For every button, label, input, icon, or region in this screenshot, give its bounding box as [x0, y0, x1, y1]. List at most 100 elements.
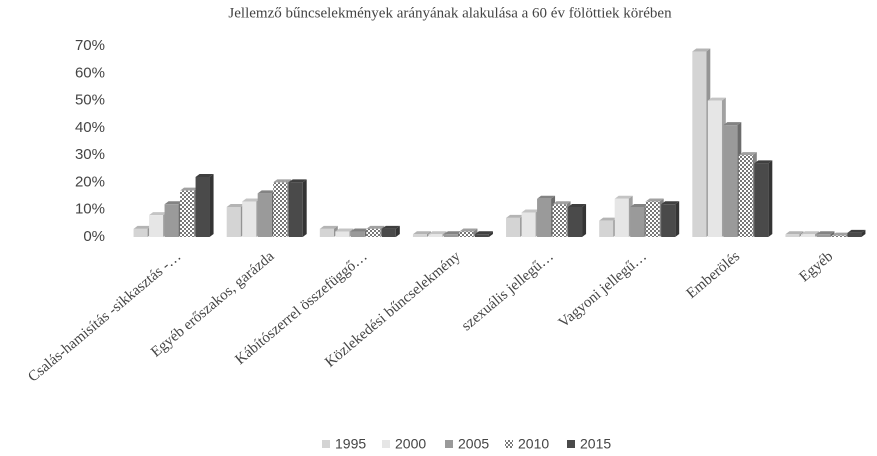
- bar-top: [661, 201, 680, 205]
- bar-top: [242, 198, 261, 202]
- bar: [831, 235, 846, 237]
- bar: [195, 176, 210, 237]
- y-tick-label: 30%: [75, 146, 105, 163]
- bar-top: [568, 203, 587, 207]
- bar: [474, 234, 489, 237]
- bar: [149, 215, 164, 237]
- bar-top: [614, 195, 633, 199]
- bar: [319, 228, 334, 237]
- legend-label: 2010: [518, 436, 549, 452]
- bar: [335, 231, 350, 237]
- bar-top: [847, 229, 866, 233]
- y-tick-label: 70%: [75, 37, 105, 54]
- bar-top: [707, 97, 726, 101]
- x-tick-label: Csalás-hamisítás -sikkasztás -…: [25, 248, 184, 385]
- y-tick-label: 50%: [75, 92, 105, 109]
- bar-top: [180, 187, 199, 191]
- bar: [288, 182, 303, 237]
- bar: [692, 51, 707, 238]
- bar: [273, 182, 288, 237]
- bar: [630, 206, 645, 237]
- bar: [350, 231, 365, 237]
- bar-top: [599, 217, 618, 221]
- y-tick-label: 0%: [83, 228, 105, 245]
- bar-side: [302, 179, 307, 237]
- bar: [366, 228, 381, 237]
- legend-swatch: [382, 440, 390, 448]
- bar-side: [830, 231, 835, 237]
- bar-top: [226, 203, 245, 207]
- bar: [800, 234, 815, 237]
- bar-top: [195, 173, 214, 177]
- bar-top: [785, 231, 804, 235]
- bar: [661, 204, 676, 237]
- bar-top: [428, 231, 447, 235]
- bar-side: [675, 201, 680, 237]
- bar: [723, 125, 738, 237]
- bar-top: [816, 231, 835, 235]
- bar-top: [692, 48, 711, 52]
- bar-top: [149, 212, 168, 216]
- bar-top: [335, 228, 354, 232]
- bar-top: [273, 179, 292, 183]
- bar: [443, 234, 458, 237]
- bar: [521, 212, 536, 237]
- bar-top: [257, 190, 276, 194]
- bar-top: [521, 209, 540, 213]
- bar-top: [288, 179, 307, 183]
- bar-side: [209, 173, 214, 237]
- bar-top: [738, 152, 757, 156]
- bar: [459, 231, 474, 237]
- bar: [816, 234, 831, 237]
- bar: [738, 155, 753, 237]
- bar-top: [366, 225, 385, 229]
- y-tick-label: 40%: [75, 119, 105, 136]
- legend-swatch: [505, 440, 513, 448]
- bar: [242, 201, 257, 237]
- bar-side: [488, 231, 493, 237]
- bar: [226, 206, 241, 237]
- x-tick-label: szexuális jellegű…: [459, 248, 557, 334]
- bar: [257, 193, 272, 237]
- bar-top: [443, 231, 462, 235]
- bar: [537, 198, 552, 237]
- bar-top: [350, 228, 369, 232]
- bar: [180, 190, 195, 237]
- bar: [599, 220, 614, 237]
- bar-top: [319, 225, 338, 229]
- bar: [614, 198, 629, 237]
- bar-top: [630, 203, 649, 207]
- legend-swatch: [445, 440, 453, 448]
- bar-side: [582, 203, 587, 237]
- legend-swatch: [567, 440, 575, 448]
- bar: [381, 228, 396, 237]
- bar-top: [164, 201, 183, 205]
- bar-side: [861, 229, 866, 237]
- bar-side: [768, 160, 773, 237]
- bar: [552, 204, 567, 237]
- legend-label: 2005: [458, 436, 489, 452]
- bar-side: [395, 225, 400, 237]
- bar-top: [723, 122, 742, 126]
- bar-top: [506, 214, 525, 218]
- bar: [568, 206, 583, 237]
- bar: [428, 234, 443, 237]
- bar: [133, 228, 148, 237]
- x-tick-label: Emberölés: [684, 248, 744, 302]
- chart-title: Jellemző bűncselekmények arányának alaku…: [228, 5, 672, 21]
- bar: [506, 217, 521, 237]
- bar: [754, 163, 769, 237]
- legend-swatch: [322, 440, 330, 448]
- bar-top: [754, 160, 773, 164]
- y-tick-label: 10%: [75, 201, 105, 218]
- bar-side: [473, 228, 478, 237]
- x-tick-label: Vagyoni jellegű…: [556, 248, 650, 331]
- bar-top: [459, 228, 478, 232]
- bar: [847, 232, 862, 237]
- bar: [785, 234, 800, 237]
- bar-top: [412, 231, 431, 235]
- y-tick-label: 60%: [75, 64, 105, 81]
- bar: [164, 204, 179, 237]
